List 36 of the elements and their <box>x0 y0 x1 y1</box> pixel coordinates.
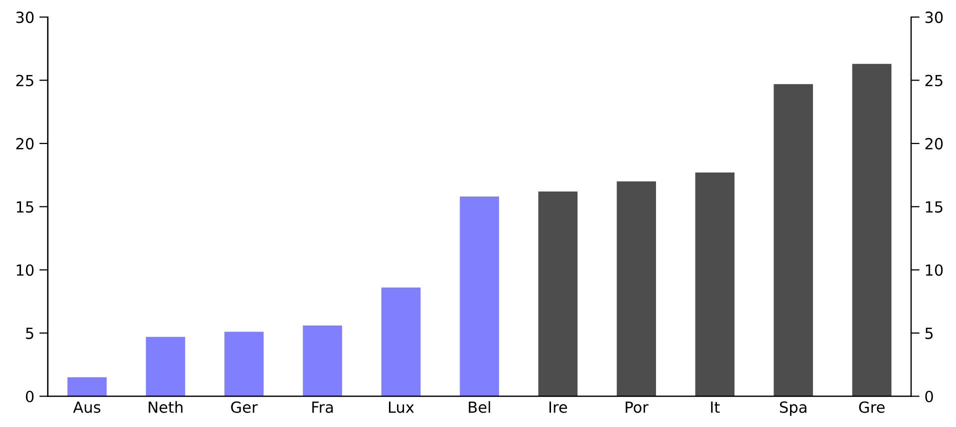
y-tick-label: 20 <box>16 138 34 150</box>
y2-tick-label: 0 <box>925 390 933 402</box>
y-tick-label: 15 <box>16 201 34 213</box>
bar <box>67 377 107 396</box>
x-tick-label: Lux <box>388 402 414 413</box>
bar <box>146 336 186 396</box>
y-tick-label: 10 <box>16 264 34 276</box>
bar <box>695 172 734 396</box>
y-tick-label: 0 <box>26 390 34 402</box>
y2-tick-label: 10 <box>926 264 943 276</box>
x-tick-label: Bel <box>468 401 490 413</box>
x-tick-label: Ger <box>231 401 258 413</box>
x-tick-label: Spa <box>780 401 806 416</box>
bar <box>460 196 500 396</box>
bar <box>616 181 656 396</box>
bar <box>774 84 813 396</box>
bar <box>538 192 578 396</box>
y-tick-label: 5 <box>26 328 34 340</box>
y2-tick-label: 20 <box>925 138 943 150</box>
y2-tick-label: 15 <box>926 201 942 213</box>
bar <box>852 64 892 396</box>
x-tick-label: Aus <box>73 402 100 413</box>
y2-tick-label: 30 <box>925 12 943 24</box>
bar <box>302 325 342 396</box>
bar <box>224 332 264 396</box>
x-tick-label: Neth <box>148 401 182 413</box>
y-tick-label: 25 <box>16 74 34 86</box>
x-tick-label: Por <box>626 402 649 413</box>
bar <box>381 288 421 396</box>
y2-tick-label: 25 <box>925 74 942 86</box>
y-tick-label: 30 <box>16 12 34 24</box>
x-tick-label: Gre <box>859 401 885 413</box>
x-tick-label: It <box>711 402 720 413</box>
y2-tick-label: 5 <box>925 328 933 340</box>
x-tick-label: Ire <box>549 402 568 413</box>
x-tick-label: Fra <box>312 402 333 413</box>
